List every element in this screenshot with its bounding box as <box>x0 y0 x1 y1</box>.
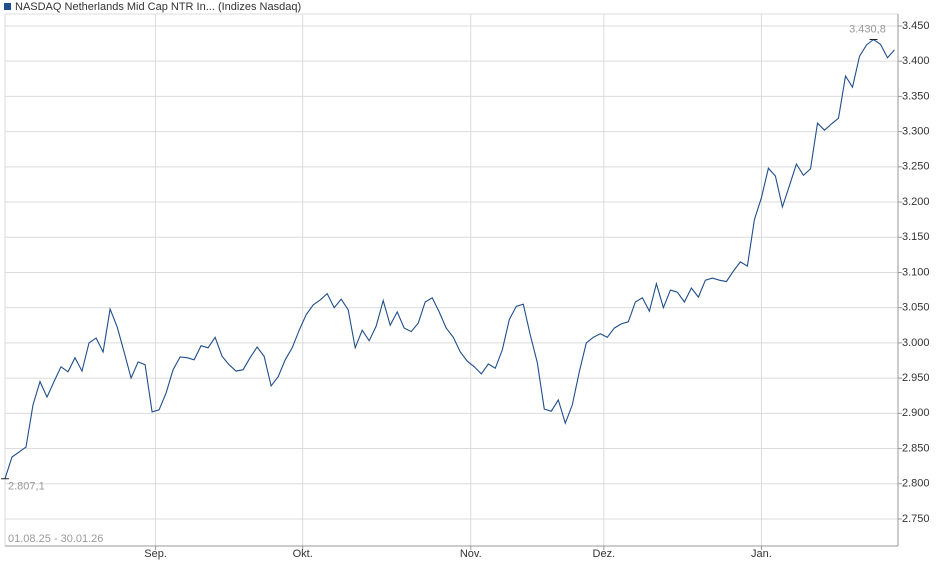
y-tick-label: 3.450 <box>902 20 930 32</box>
y-tick-label: 2.750 <box>902 513 930 525</box>
date-range: 01.08.25 - 30.01.26 <box>8 533 103 545</box>
x-tick-label: Dez. <box>593 548 616 560</box>
y-tick-label: 3.200 <box>902 196 930 208</box>
y-tick-label: 2.800 <box>902 478 930 490</box>
high-label: 3.430,8 <box>849 23 886 35</box>
x-tick-label: Sep. <box>144 548 167 560</box>
y-tick-label: 3.050 <box>902 302 930 314</box>
y-tick-label: 3.250 <box>902 161 930 173</box>
x-tick-label: Okt. <box>293 548 313 560</box>
x-tick-label: Jan. <box>751 548 772 560</box>
y-tick-label: 3.350 <box>902 90 930 102</box>
y-tick-label: 2.850 <box>902 442 930 454</box>
y-tick-label: 3.000 <box>902 337 930 349</box>
y-tick-label: 3.300 <box>902 126 930 138</box>
y-tick-label: 3.100 <box>902 266 930 278</box>
y-tick-label: 2.900 <box>902 407 930 419</box>
low-label: 2.807,1 <box>8 481 45 493</box>
chart-title: NASDAQ Netherlands Mid Cap NTR In... (In… <box>15 1 301 13</box>
x-tick-label: Nov. <box>460 548 482 560</box>
y-tick-label: 2.950 <box>902 372 930 384</box>
plot-frame <box>4 13 899 547</box>
y-tick-label: 3.150 <box>902 231 930 243</box>
legend-swatch <box>4 3 11 10</box>
y-tick-label: 3.400 <box>902 55 930 67</box>
price-line <box>4 38 895 479</box>
